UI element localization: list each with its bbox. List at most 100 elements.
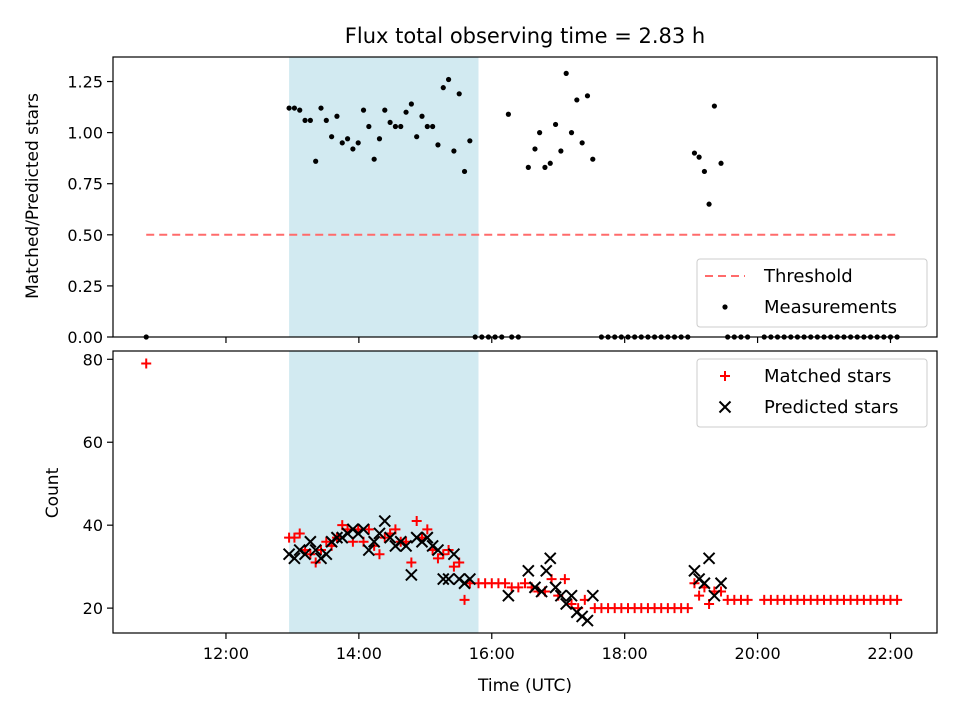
predicted-stars-point [421, 531, 434, 544]
predicted-stars-point [288, 552, 301, 565]
observing-window-shade [289, 57, 479, 337]
predicted-stars-point [447, 547, 461, 561]
predicted-stars-point [502, 589, 515, 602]
count-panel: 20 40 60 80 12:00 14:00 16:00 18:00 20:00 22:00 Ma… [43, 350, 938, 696]
predicted-stars-point [383, 531, 397, 544]
y-tick-label: 20 [83, 599, 103, 618]
measurement-point [344, 136, 351, 142]
predicted-stars-point [304, 535, 317, 548]
measurement-point [532, 146, 538, 152]
measurement-point [696, 154, 702, 160]
predicted-stars-point [442, 572, 455, 586]
chart-title: Flux total observing time = 2.83 h [345, 24, 705, 48]
x-axis-label: Time (UTC) [477, 676, 572, 696]
legend-measurement-marker [722, 304, 728, 310]
legend-box [696, 258, 928, 328]
predicted-stars-point [581, 614, 594, 627]
legend: Matched stars Predicted stars [696, 358, 928, 428]
legend-predicted-marker [718, 400, 732, 414]
measurement-point [435, 142, 441, 148]
predicted-stars-point [544, 552, 557, 565]
legend-box [696, 358, 928, 428]
predicted-stars-point [298, 547, 312, 561]
matched-stars-point [432, 553, 443, 564]
measurement-point [718, 160, 724, 166]
legend-matched-marker [720, 371, 730, 381]
predicted-stars-point [528, 581, 542, 594]
measurement-point [297, 107, 303, 113]
measurement-point [542, 164, 548, 170]
ratio-plot-area: 0.00 0.25 0.50 0.75 1.00 1.25 Threshold Measure… [67, 56, 938, 347]
predicted-stars-point [362, 543, 376, 557]
measurement-point [568, 130, 575, 136]
measurement-point [456, 91, 462, 97]
measurement-point [461, 168, 468, 175]
matched-stars-point [363, 524, 374, 535]
predicted-stars-point [708, 589, 721, 602]
predicted-stars-point [688, 564, 701, 578]
predicted-stars-point [405, 568, 418, 582]
predicted-stars-point [399, 539, 413, 553]
predicted-stars-point [373, 527, 386, 540]
measurement-point [430, 123, 436, 130]
y-tick-label: 0.50 [67, 226, 103, 245]
matched-stars-point [742, 594, 753, 605]
measurement-point [537, 130, 543, 136]
x-tick-label: 22:00 [867, 644, 913, 663]
predicted-stars-point [522, 564, 535, 578]
y-tick-label: 40 [83, 516, 103, 535]
matched-stars-point [459, 594, 470, 605]
observing-window-shade [289, 351, 479, 633]
matched-stars-point [892, 594, 903, 605]
measurement-point [558, 148, 564, 154]
series-predicted-stars [282, 514, 728, 627]
measurement-point [701, 168, 708, 175]
measurement-point [445, 76, 452, 83]
predicted-stars-point [702, 552, 716, 565]
predicted-stars-point [535, 585, 548, 598]
predicted-stars-point [463, 572, 477, 586]
predicted-stars-point [309, 543, 322, 557]
predicted-stars-point [431, 543, 445, 557]
predicted-stars-point [367, 535, 381, 548]
matched-stars-point [294, 528, 305, 539]
predicted-stars-point [565, 589, 578, 602]
x-tick-label: 20:00 [735, 644, 781, 663]
measurement-point [371, 156, 377, 162]
matched-stars-point [448, 561, 459, 572]
matched-stars-point [141, 358, 152, 369]
predicted-stars-point [554, 589, 568, 602]
matched-stars-point [374, 549, 385, 560]
measurement-point [525, 164, 531, 170]
predicted-stars-point [437, 572, 450, 586]
y-tick-label: 60 [83, 433, 103, 452]
measurement-point [382, 107, 388, 113]
measurement-point [339, 140, 345, 146]
matched-stars-point [289, 532, 300, 543]
measurement-point [302, 117, 308, 123]
measurement-point [350, 146, 356, 152]
y-tick-label: 1.25 [67, 73, 103, 92]
measurement-point [329, 134, 335, 140]
count-plot-area: 20 40 60 80 12:00 14:00 16:00 18:00 20:00 22:00 Ma… [83, 350, 938, 663]
legend-label: Matched stars [764, 366, 891, 387]
measurement-point [307, 117, 313, 123]
measurement-point [711, 103, 717, 109]
matched-stars-point [406, 557, 417, 568]
measurement-point [505, 111, 511, 117]
measurement-point [366, 123, 372, 130]
x-tick-label: 12:00 [203, 644, 249, 663]
matched-stars-point [411, 516, 422, 527]
y-tick-label: 1.00 [67, 124, 103, 143]
measurement-point [419, 113, 425, 119]
predicted-stars-point [586, 589, 599, 602]
measurement-point [408, 101, 414, 107]
measurement-point [547, 160, 553, 166]
matched-stars-point [682, 603, 693, 614]
measurement-point [398, 123, 404, 130]
matched-stars-point [513, 582, 524, 593]
matched-stars-point [694, 590, 705, 601]
predicted-stars-point [320, 547, 333, 561]
measurement-point [451, 148, 457, 154]
